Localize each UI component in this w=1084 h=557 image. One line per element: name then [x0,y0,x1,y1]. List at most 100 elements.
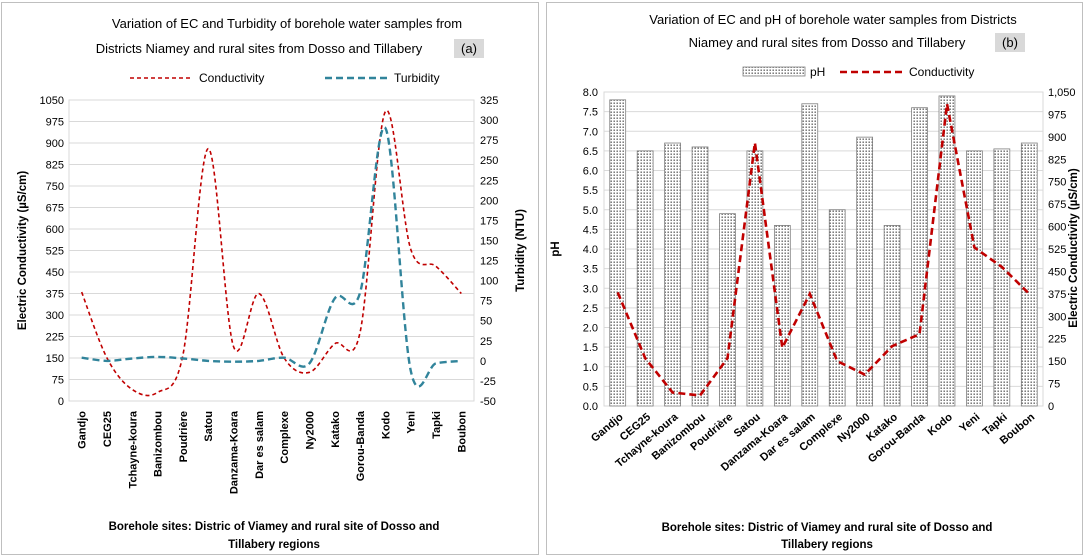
right-tick-label: 75 [480,296,492,308]
left-tick-label: 1050 [40,95,64,107]
left-tick-label: 1.0 [583,362,598,374]
series-line-turbidity [81,126,462,388]
legend-label-conductivity: Conductivity [909,65,974,79]
right-tick-label: 50 [480,316,492,328]
category-label: Yeni [406,411,418,434]
right-tick-label: 150 [480,235,498,247]
chart-panel-a: Variation of EC and Turbidity of borehol… [1,2,539,555]
category-label: Danzama-Koara [229,410,241,494]
chart-b-series [616,103,1031,397]
right-tick-label: 125 [480,256,498,268]
right-tick-label: 75 [1048,379,1060,391]
right-tick-label: 900 [1048,132,1066,144]
left-tick-label: 4.0 [583,244,598,256]
left-tick-label: 3.5 [583,264,598,276]
chart-b-title-line-1: Variation of EC and pH of borehole water… [649,12,1017,27]
left-tick-label: 2.0 [583,323,598,335]
legend-label-ph: pH [810,65,825,79]
ph-bar [691,146,709,407]
left-tick-label: 450 [46,267,64,279]
category-label: Kodo [380,411,392,439]
right-tick-label: 1,050 [1048,87,1076,99]
right-tick-label: 300 [1048,311,1066,323]
chart-b-legend: pH Conductivity [742,65,974,79]
left-tick-label: 5.5 [583,185,598,197]
ph-bar [883,225,901,407]
chart-a-xlabel-line-1: Borehole sites: Distric of Viamey and ru… [109,521,440,533]
left-tick-label: 525 [46,246,64,258]
left-tick-label: 900 [46,138,64,150]
right-tick-label: 150 [1048,356,1066,368]
right-tick-label: 100 [480,276,498,288]
ph-bar [609,99,627,407]
ph-bar [1020,142,1038,407]
ph-bar [664,142,681,407]
chart-b-title-line-2: Niamey and rural sites from Dosso and Ti… [689,35,966,50]
right-tick-label: 275 [480,135,498,147]
left-tick-label: 1.5 [583,342,598,354]
chart-b-category-labels: GandjoCEG25Tchayne-kouraBanizombouPoudri… [589,411,1038,474]
right-tick-label: 25 [480,336,492,348]
chart-a-title-line-2: Districts Niamey and rural sites from Do… [96,41,423,56]
ph-bar [856,136,874,407]
chart-b-svg: Variation of EC and pH of borehole water… [550,12,1080,551]
chart-a-y2label: Turbidity (NTU) [515,209,527,292]
chart-a-left-ticks: 0 75 150 225 300 375 450 525 600 675 750 825 900 975 1… [40,95,64,408]
chart-b-right-ticks: 0 75 150 225 300 375 450 525 600 675 750 825 900 975 1… [1048,87,1076,413]
ph-bar [801,103,819,407]
right-tick-label: 525 [1048,244,1066,256]
left-tick-label: 750 [46,181,64,193]
ph-bar [938,95,956,407]
legend-label-turbidity: Turbidity [394,71,440,85]
series-line-conductivity [616,103,1031,397]
legend-swatch-ph [742,66,806,77]
chart-a-tag: (a) [461,41,477,56]
right-tick-label: 600 [1048,222,1066,234]
category-label: Ny2000 [304,411,316,450]
category-label: Dar es salam [254,411,266,479]
chart-b-left-ticks: 0.0 0.5 1.0 1.5 2.0 2.5 3.0 3.5 4.0 4.5 5.0 5.5 6.0 6… [583,87,598,413]
left-tick-label: 2.5 [583,303,598,315]
chart-b-y2label: Electric Conductivity (µS/cm) [1068,168,1080,328]
category-label: Complexe [279,411,291,464]
category-label: Banizombou [153,411,165,477]
left-tick-label: 150 [46,353,64,365]
chart-a-xlabel-line-2: Tillabery regions [228,539,320,551]
ph-bar [828,209,846,407]
chart-a-tag-box [454,39,484,58]
left-tick-label: 8.0 [583,87,598,99]
right-tick-label: -25 [480,376,496,388]
chart-b-xlabel-line-2: Tillabery regions [781,539,873,551]
left-tick-label: 300 [46,310,64,322]
category-label: Gorou-Banda [355,410,367,481]
category-label: Satou [203,411,215,442]
series-line-conductivity [80,109,462,397]
ph-bar [993,148,1011,407]
left-tick-label: 975 [46,117,64,129]
right-tick-label: 325 [480,95,498,107]
right-tick-label: 825 [1048,154,1066,166]
right-tick-label: 975 [1048,109,1066,121]
chart-panel-b: Variation of EC and pH of borehole water… [546,2,1083,555]
left-tick-label: 7.5 [583,107,598,119]
left-tick-label: 0.5 [583,381,598,393]
chart-a-title-line-1: Variation of EC and Turbidity of borehol… [112,16,462,31]
chart-b-bars [609,95,1038,407]
chart-a-right-ticks: -50 -25 0 25 50 75 100 125 150 175 200 225 250 275 300… [480,95,498,408]
category-label: Kodo [926,411,955,438]
left-tick-label: 375 [46,289,64,301]
right-tick-label: 750 [1048,177,1066,189]
right-tick-label: 0 [1048,401,1054,413]
right-tick-label: 225 [1048,334,1066,346]
left-tick-label: 75 [52,375,64,387]
left-tick-label: 0.0 [583,401,598,413]
category-label: CEG25 [102,411,114,447]
chart-a-category-labels: Gandjo CEG25 Tchayne-koura Banizombou Poudri… [77,410,469,494]
right-tick-label: 200 [480,195,498,207]
chart-b-xlabel-line-1: Borehole sites: Distric of Viamey and ru… [662,522,993,534]
left-tick-label: 7.0 [583,126,598,138]
chart-a-legend: Conductivity Turbidity [130,71,440,85]
right-tick-label: 450 [1048,266,1066,278]
chart-b-tag: (b) [1002,35,1018,50]
right-tick-label: 0 [480,356,486,368]
